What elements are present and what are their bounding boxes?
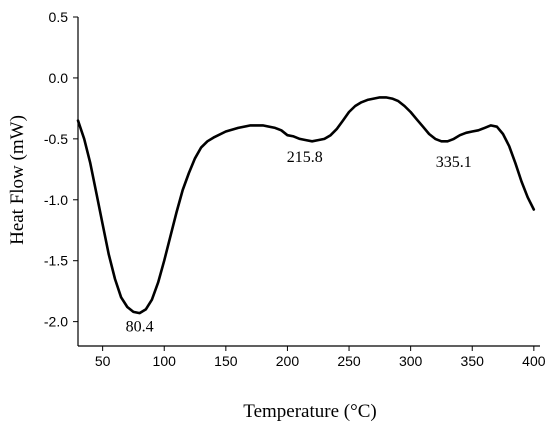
x-ticks: 50 100 150 200 250 300 350 400 — [95, 346, 546, 369]
y-ticks: 0.5 0.0 -0.5 -1.0 -1.5 -2.0 — [44, 9, 78, 330]
y-tick-label: -0.5 — [44, 131, 68, 147]
x-tick-label: 50 — [95, 353, 111, 369]
x-tick-label: 350 — [461, 353, 485, 369]
x-tick-label: 250 — [337, 353, 361, 369]
x-tick-label: 100 — [153, 353, 177, 369]
x-tick-label: 150 — [214, 353, 238, 369]
x-tick-label: 400 — [522, 353, 546, 369]
series-line — [76, 96, 536, 315]
plot-area — [76, 96, 536, 315]
y-tick-label: 0.0 — [49, 70, 69, 86]
y-tick-label: 0.5 — [49, 9, 69, 25]
peak-label: 335.1 — [436, 154, 472, 171]
peak-label: 215.8 — [287, 149, 323, 166]
y-tick-label: -2.0 — [44, 314, 68, 330]
annotations: 80.4 215.8 335.1 — [126, 149, 472, 335]
y-tick-label: -1.0 — [44, 192, 68, 208]
peak-label: 80.4 — [126, 318, 154, 335]
x-tick-label: 200 — [276, 353, 300, 369]
x-tick-label: 300 — [399, 353, 423, 369]
x-axis-title: Temperature (°C) — [243, 401, 376, 422]
y-axis-title: Heat Flow (mW) — [7, 115, 28, 245]
y-tick-label: -1.5 — [44, 253, 68, 269]
